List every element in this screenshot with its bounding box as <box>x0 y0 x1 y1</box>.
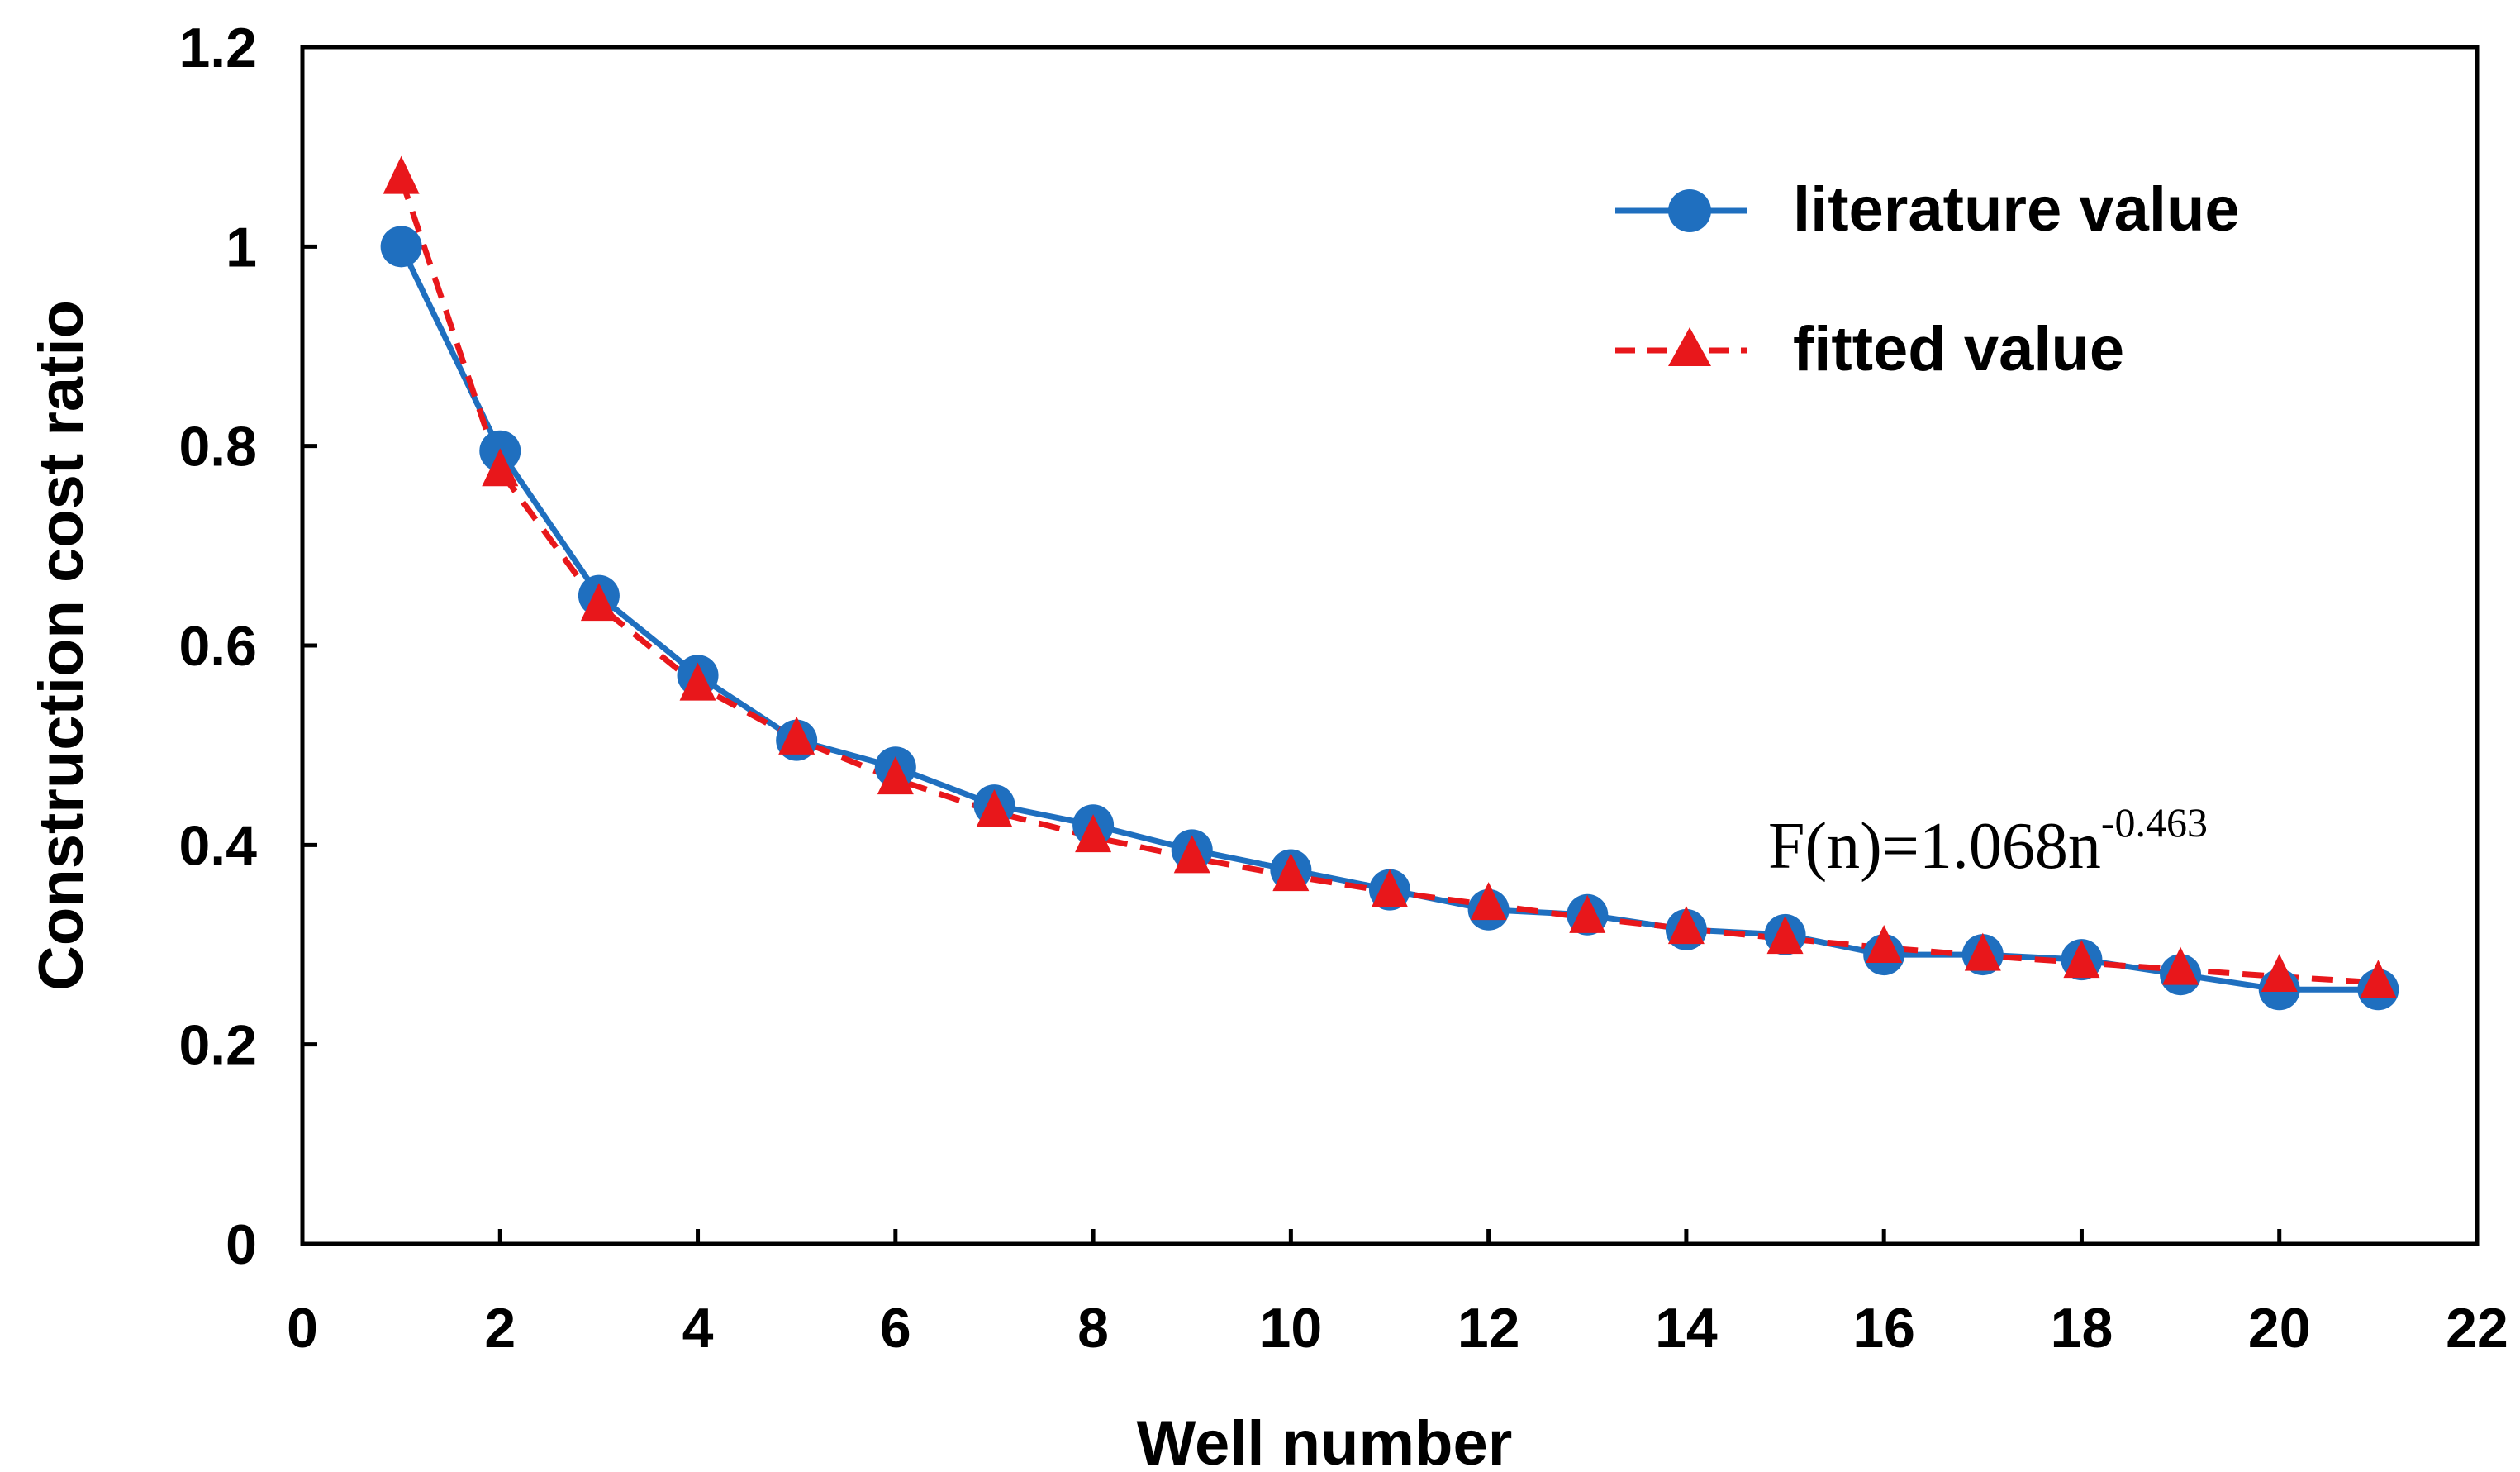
x-tick-label: 2 <box>484 1297 516 1360</box>
data-point-fitted <box>2162 946 2199 985</box>
legend-marker-fitted <box>1668 327 1711 366</box>
x-tick-label: 0 <box>287 1297 318 1360</box>
data-point-fitted <box>580 583 617 622</box>
legend: literature value fitted value <box>1615 174 2240 384</box>
data-point-fitted <box>778 716 815 755</box>
data-point-fitted <box>679 662 716 701</box>
data-point-fitted <box>2063 940 2100 979</box>
data-point-literature <box>380 226 422 268</box>
x-tick-label: 10 <box>1260 1297 1323 1360</box>
x-tick-label: 8 <box>1077 1297 1109 1360</box>
x-tick-label: 12 <box>1457 1297 1520 1360</box>
data-point-fitted <box>1075 814 1112 853</box>
data-point-fitted <box>383 155 420 194</box>
data-point-fitted <box>1569 894 1606 933</box>
data-point-fitted <box>1766 916 1804 955</box>
data-point-fitted <box>2261 954 2298 993</box>
x-tick-label: 6 <box>880 1297 911 1360</box>
data-point-fitted <box>1470 882 1507 921</box>
y-tick-label: 0.2 <box>178 1014 257 1077</box>
legend-marker-literature <box>1668 189 1711 232</box>
x-tick-label: 14 <box>1655 1297 1718 1360</box>
x-axis-title: Well number <box>1137 1408 1513 1472</box>
data-point-fitted <box>976 788 1013 827</box>
fit-equation: F(n)=1.068n-0.463 <box>1768 799 2208 883</box>
y-tick-label: 0.6 <box>178 615 257 678</box>
data-point-fitted <box>482 448 519 487</box>
x-tick-label: 4 <box>682 1297 714 1360</box>
y-tick-label: 0.8 <box>178 416 257 479</box>
x-tick-label: 22 <box>2446 1297 2508 1360</box>
data-point-fitted <box>1964 932 2001 971</box>
data-point-fitted <box>2360 960 2397 998</box>
legend-label-literature: literature value <box>1793 174 2240 245</box>
x-tick-label: 20 <box>2248 1297 2311 1360</box>
fit-equation-exponent: -0.463 <box>2101 799 2208 846</box>
data-point-fitted <box>1272 853 1310 892</box>
data-point-fitted <box>1372 869 1408 907</box>
data-point-fitted <box>1866 925 1903 964</box>
y-axis-title: Construction cost ratio <box>26 300 97 991</box>
data-point-fitted <box>1173 835 1210 874</box>
data-point-fitted <box>1667 906 1705 945</box>
y-tick-label: 0 <box>226 1213 257 1276</box>
y-tick-label: 1 <box>226 216 257 279</box>
y-tick-label: 0.4 <box>178 814 257 877</box>
x-tick-label: 16 <box>1852 1297 1915 1360</box>
data-point-fitted <box>877 756 914 795</box>
y-tick-label: 1.2 <box>178 17 257 79</box>
legend-label-fitted: fitted value <box>1793 314 2124 384</box>
x-tick-label: 18 <box>2051 1297 2113 1360</box>
fit-equation-base: F(n)=1.068n <box>1768 810 2101 883</box>
